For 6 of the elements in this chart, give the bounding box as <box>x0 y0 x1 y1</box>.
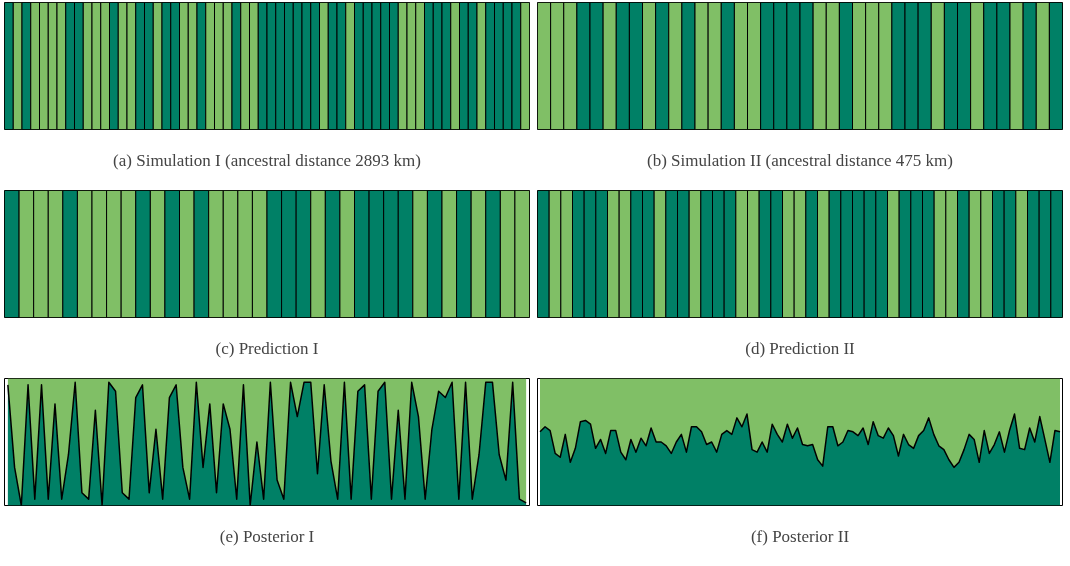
text: (d) Prediction II <box>745 338 856 358</box>
text: (e) Posterior I <box>219 526 315 546</box>
text: (f) Posterior II <box>750 526 850 546</box>
text: (b) Simulation II (ancestral distance 475 km) <box>647 150 953 170</box>
text: (c) Prediction I <box>215 338 319 358</box>
text: (a) Simulation I (ancestral distance 2893 km) <box>113 150 421 170</box>
